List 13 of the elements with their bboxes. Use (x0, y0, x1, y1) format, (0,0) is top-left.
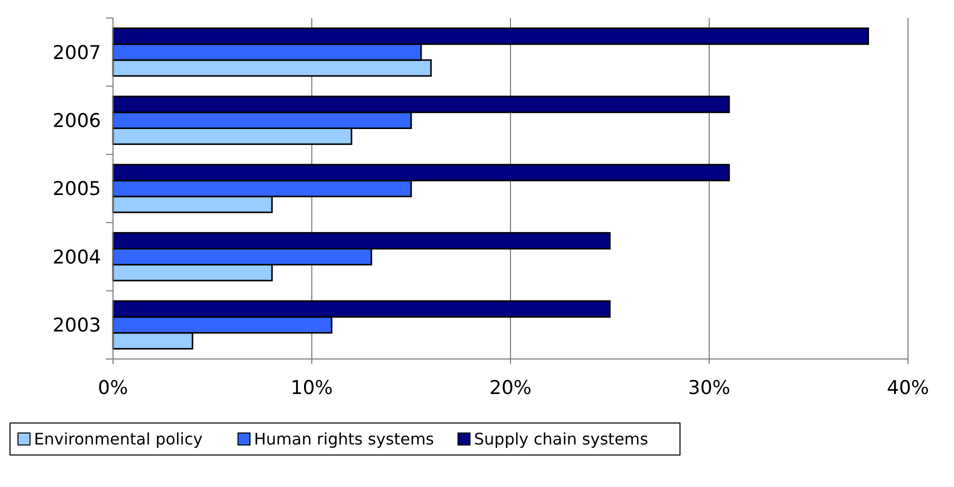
x-tick-label: 40% (886, 377, 930, 399)
y-tick-label: 2003 (52, 314, 101, 337)
x-tick-label: 0% (98, 377, 128, 399)
x-tick-label: 10% (290, 377, 333, 399)
x-tick-label: 30% (688, 377, 730, 399)
y-tick-label: 2007 (52, 42, 101, 64)
legend-label: Human rights systems (254, 430, 434, 449)
y-tick-label: 2006 (52, 110, 101, 132)
y-tick-label: 2004 (52, 246, 101, 268)
y-tick-label: 2005 (52, 178, 101, 200)
legend-label: Supply chain systems (474, 430, 648, 449)
x-tick-label: 20% (489, 377, 532, 399)
legend-label: Environmental policy (34, 430, 203, 449)
